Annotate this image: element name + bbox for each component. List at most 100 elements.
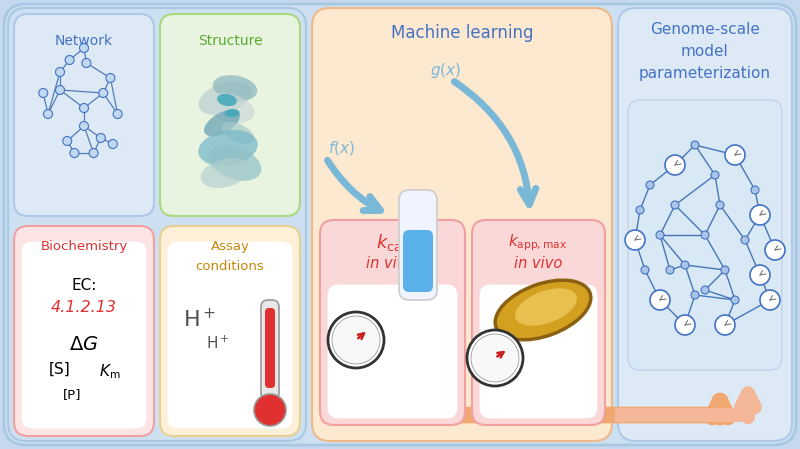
Circle shape [82, 58, 91, 67]
Circle shape [671, 201, 679, 209]
Text: $k_{\rm app,max}$: $k_{\rm app,max}$ [508, 232, 568, 253]
Text: Genome-scale: Genome-scale [650, 22, 760, 37]
Circle shape [760, 290, 780, 310]
FancyBboxPatch shape [22, 242, 146, 428]
Circle shape [79, 104, 89, 113]
FancyBboxPatch shape [480, 285, 597, 418]
Circle shape [43, 110, 53, 119]
Text: EC:: EC: [71, 278, 97, 293]
Circle shape [711, 171, 719, 179]
Circle shape [666, 266, 674, 274]
FancyBboxPatch shape [8, 8, 306, 441]
Circle shape [721, 266, 729, 274]
FancyBboxPatch shape [14, 226, 154, 436]
Circle shape [691, 141, 699, 149]
Text: $K_{\rm m}$: $K_{\rm m}$ [99, 362, 121, 381]
FancyBboxPatch shape [472, 220, 605, 425]
Text: conditions: conditions [196, 260, 264, 273]
Circle shape [716, 201, 724, 209]
Text: Biochemistry: Biochemistry [40, 240, 128, 253]
Circle shape [106, 74, 115, 83]
Circle shape [96, 133, 106, 142]
FancyBboxPatch shape [628, 100, 782, 370]
Circle shape [108, 140, 118, 149]
Circle shape [55, 67, 65, 76]
Text: in vivo: in vivo [514, 256, 562, 271]
Ellipse shape [198, 81, 251, 115]
FancyBboxPatch shape [4, 4, 796, 445]
Text: H$^+$: H$^+$ [206, 335, 230, 352]
Text: Network: Network [55, 34, 113, 48]
Text: $g(x)$: $g(x)$ [430, 61, 462, 79]
Text: in vitro: in vitro [366, 256, 418, 271]
FancyBboxPatch shape [312, 8, 612, 441]
Circle shape [681, 261, 689, 269]
Ellipse shape [206, 93, 254, 123]
FancyArrowPatch shape [454, 82, 536, 204]
FancyBboxPatch shape [160, 14, 300, 216]
FancyBboxPatch shape [261, 300, 279, 400]
Ellipse shape [204, 110, 240, 136]
Circle shape [113, 110, 122, 119]
Circle shape [751, 186, 759, 194]
Circle shape [55, 85, 65, 94]
Ellipse shape [217, 94, 237, 106]
Circle shape [70, 149, 79, 158]
Circle shape [89, 149, 98, 158]
Circle shape [328, 312, 384, 368]
Text: model: model [681, 44, 729, 59]
Circle shape [471, 334, 519, 382]
Text: [P]: [P] [62, 388, 82, 401]
Circle shape [665, 155, 685, 175]
Ellipse shape [225, 109, 239, 117]
Ellipse shape [222, 122, 254, 144]
Text: $f(x)$: $f(x)$ [328, 139, 355, 157]
Circle shape [79, 122, 89, 131]
Circle shape [65, 56, 74, 65]
Circle shape [98, 88, 108, 97]
Circle shape [625, 230, 645, 250]
Text: H$^+$: H$^+$ [183, 308, 217, 331]
Circle shape [725, 145, 745, 165]
FancyBboxPatch shape [618, 8, 792, 441]
Text: [S]: [S] [49, 362, 71, 377]
Circle shape [765, 240, 785, 260]
Ellipse shape [213, 75, 258, 101]
Circle shape [731, 296, 739, 304]
Text: Structure: Structure [198, 34, 262, 48]
Circle shape [750, 265, 770, 285]
Circle shape [62, 136, 72, 145]
Circle shape [750, 205, 770, 225]
Circle shape [701, 286, 709, 294]
FancyBboxPatch shape [403, 230, 433, 292]
FancyBboxPatch shape [320, 220, 465, 425]
Circle shape [467, 330, 523, 386]
Circle shape [741, 236, 749, 244]
Ellipse shape [495, 280, 591, 340]
Circle shape [691, 291, 699, 299]
FancyBboxPatch shape [14, 14, 154, 216]
Ellipse shape [201, 158, 250, 188]
Circle shape [254, 394, 286, 426]
Text: Assay: Assay [210, 240, 250, 253]
Ellipse shape [198, 130, 258, 166]
FancyBboxPatch shape [168, 242, 292, 428]
Circle shape [79, 44, 89, 53]
Text: parameterization: parameterization [639, 66, 771, 81]
Circle shape [38, 88, 48, 97]
FancyBboxPatch shape [160, 226, 300, 436]
Ellipse shape [209, 145, 262, 181]
Ellipse shape [515, 288, 577, 326]
Circle shape [650, 290, 670, 310]
FancyArrowPatch shape [327, 160, 381, 211]
Text: 4.1.2.13: 4.1.2.13 [51, 300, 117, 315]
Circle shape [675, 315, 695, 335]
Circle shape [641, 266, 649, 274]
FancyBboxPatch shape [399, 190, 437, 300]
Text: Machine learning: Machine learning [390, 24, 534, 42]
Text: $\Delta G$: $\Delta G$ [70, 335, 98, 354]
Circle shape [646, 181, 654, 189]
FancyBboxPatch shape [265, 308, 275, 388]
Circle shape [636, 206, 644, 214]
Circle shape [715, 315, 735, 335]
